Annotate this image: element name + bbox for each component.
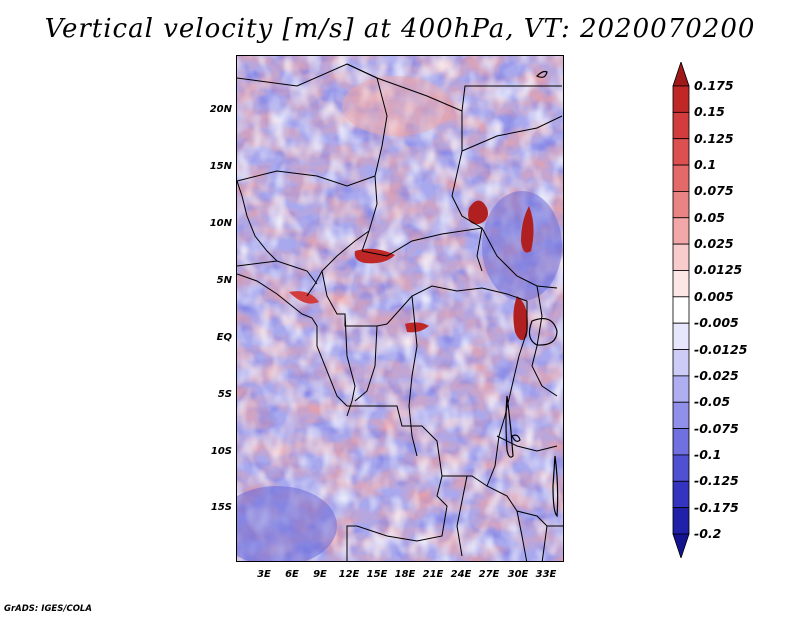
colorbar-swatch bbox=[672, 138, 690, 166]
lon-tick-label: 18E bbox=[394, 569, 416, 580]
colorbar-tick-label: 0.075 bbox=[694, 183, 734, 199]
border-line bbox=[461, 115, 563, 152]
border-line bbox=[442, 475, 563, 527]
colorbar-tick-label: 0.1 bbox=[694, 157, 717, 173]
lat-tick-label: 15S bbox=[210, 502, 232, 513]
colorbar-tick-label: 0.15 bbox=[694, 104, 725, 120]
border-line bbox=[461, 85, 562, 112]
ascent-cell-1 bbox=[468, 200, 488, 225]
lakes bbox=[505, 70, 559, 518]
colorbar-tick-label: -0.175 bbox=[694, 499, 739, 515]
lon-tick-label: 12E bbox=[338, 569, 360, 580]
ascent-cell-3 bbox=[354, 248, 395, 264]
border-line bbox=[476, 227, 483, 272]
lon-tick-label: 30E bbox=[507, 569, 529, 580]
coast-feature bbox=[535, 70, 548, 78]
border-line bbox=[346, 405, 448, 561]
colorbar-tick-label: 0.05 bbox=[694, 209, 725, 225]
lat-tick-label: 10N bbox=[209, 218, 232, 229]
border-line bbox=[306, 230, 370, 297]
border-line bbox=[346, 63, 483, 229]
colorbar-swatch bbox=[672, 270, 690, 298]
lat-tick-label: EQ bbox=[216, 332, 232, 343]
colorbar-swatch bbox=[672, 296, 690, 324]
colorbar-swatch bbox=[672, 243, 690, 271]
colorbar-swatch bbox=[672, 322, 690, 350]
colorbar-tick-label: -0.075 bbox=[694, 420, 739, 436]
colorbar-tick-label: -0.125 bbox=[694, 473, 739, 489]
colorbar-swatch bbox=[672, 191, 690, 219]
colorbar-swatch bbox=[672, 217, 690, 245]
lat-tick-label: 5N bbox=[216, 275, 232, 286]
lon-tick-label: 24E bbox=[450, 569, 472, 580]
colorbar-tick-label: -0.1 bbox=[694, 446, 722, 462]
map-area bbox=[236, 55, 564, 562]
lon-tick-label: 3E bbox=[257, 569, 271, 580]
border-line bbox=[531, 285, 558, 397]
colorbar-swatch bbox=[672, 349, 690, 377]
colorbar-top-triangle bbox=[672, 62, 690, 87]
colorbar-tick-label: -0.0125 bbox=[694, 341, 748, 357]
lake-malawi bbox=[552, 455, 559, 518]
colorbar-swatch bbox=[672, 85, 690, 113]
ascent-zone-north bbox=[342, 76, 452, 136]
lon-tick-label: 9E bbox=[313, 569, 327, 580]
velocity-field-map bbox=[237, 56, 563, 561]
colorbar-swatch bbox=[672, 428, 690, 456]
lat-tick-label: 10S bbox=[210, 446, 232, 457]
border-line bbox=[456, 475, 468, 557]
lon-tick-label: 33E bbox=[535, 569, 557, 580]
software-credit: GrADS: IGES/COLA bbox=[4, 604, 92, 614]
lon-tick-label: 27E bbox=[478, 569, 500, 580]
colorbar-tick-label: -0.2 bbox=[694, 526, 722, 541]
border-line bbox=[516, 510, 528, 561]
colorbar-swatch bbox=[672, 480, 690, 509]
field-neutral bbox=[237, 56, 563, 561]
border-line bbox=[541, 525, 548, 561]
lake-small bbox=[511, 434, 521, 442]
lat-tick-label: 15N bbox=[209, 161, 232, 172]
map-title: Vertical velocity [m/s] at 400hPa, VT: 2… bbox=[44, 14, 756, 44]
colorbar-swatch bbox=[672, 401, 690, 429]
colorbar-swatch bbox=[672, 507, 690, 535]
descent-zone-southwest bbox=[237, 486, 337, 561]
colorbar-tick-label: 0.175 bbox=[694, 78, 734, 93]
border-line bbox=[237, 170, 376, 187]
colorbar-bottom-triangle bbox=[672, 533, 690, 558]
border-line bbox=[354, 325, 378, 402]
lat-tick-label: 20N bbox=[209, 104, 232, 115]
colorbar-tick-label: 0.125 bbox=[694, 130, 734, 146]
colorbar-tick-label: -0.05 bbox=[694, 394, 731, 410]
border-line bbox=[237, 260, 318, 285]
lake-victoria bbox=[528, 318, 558, 346]
colorbar-swatch bbox=[672, 454, 690, 482]
colorbar-swatch bbox=[672, 375, 690, 403]
lon-tick-label: 15E bbox=[366, 569, 388, 580]
colorbar-tick-label: 0.0125 bbox=[694, 262, 743, 278]
lon-tick-label: 6E bbox=[285, 569, 299, 580]
colorbar-swatch bbox=[672, 111, 690, 140]
lon-tick-label: 21E bbox=[422, 569, 444, 580]
ascent-cell-4 bbox=[513, 296, 528, 341]
ascent-cell-5 bbox=[405, 322, 429, 333]
lake-tanganyika bbox=[505, 395, 514, 458]
lat-tick-label: 5S bbox=[217, 389, 232, 400]
border-line bbox=[486, 301, 528, 487]
colorbar bbox=[672, 62, 690, 558]
border-line bbox=[237, 63, 388, 252]
colorbar-tick-label: 0.025 bbox=[694, 236, 734, 252]
ascent-cell-6 bbox=[289, 291, 319, 304]
coastline bbox=[237, 273, 348, 407]
ascent-cell-2 bbox=[521, 206, 534, 253]
border-line bbox=[237, 180, 278, 262]
colorbar-swatch bbox=[672, 164, 690, 192]
colorbar-tick-label: -0.025 bbox=[694, 367, 739, 383]
colorbar-tick-label: 0.005 bbox=[694, 288, 734, 304]
border-line bbox=[408, 295, 418, 457]
colorbar-tick-label: -0.005 bbox=[694, 315, 739, 331]
